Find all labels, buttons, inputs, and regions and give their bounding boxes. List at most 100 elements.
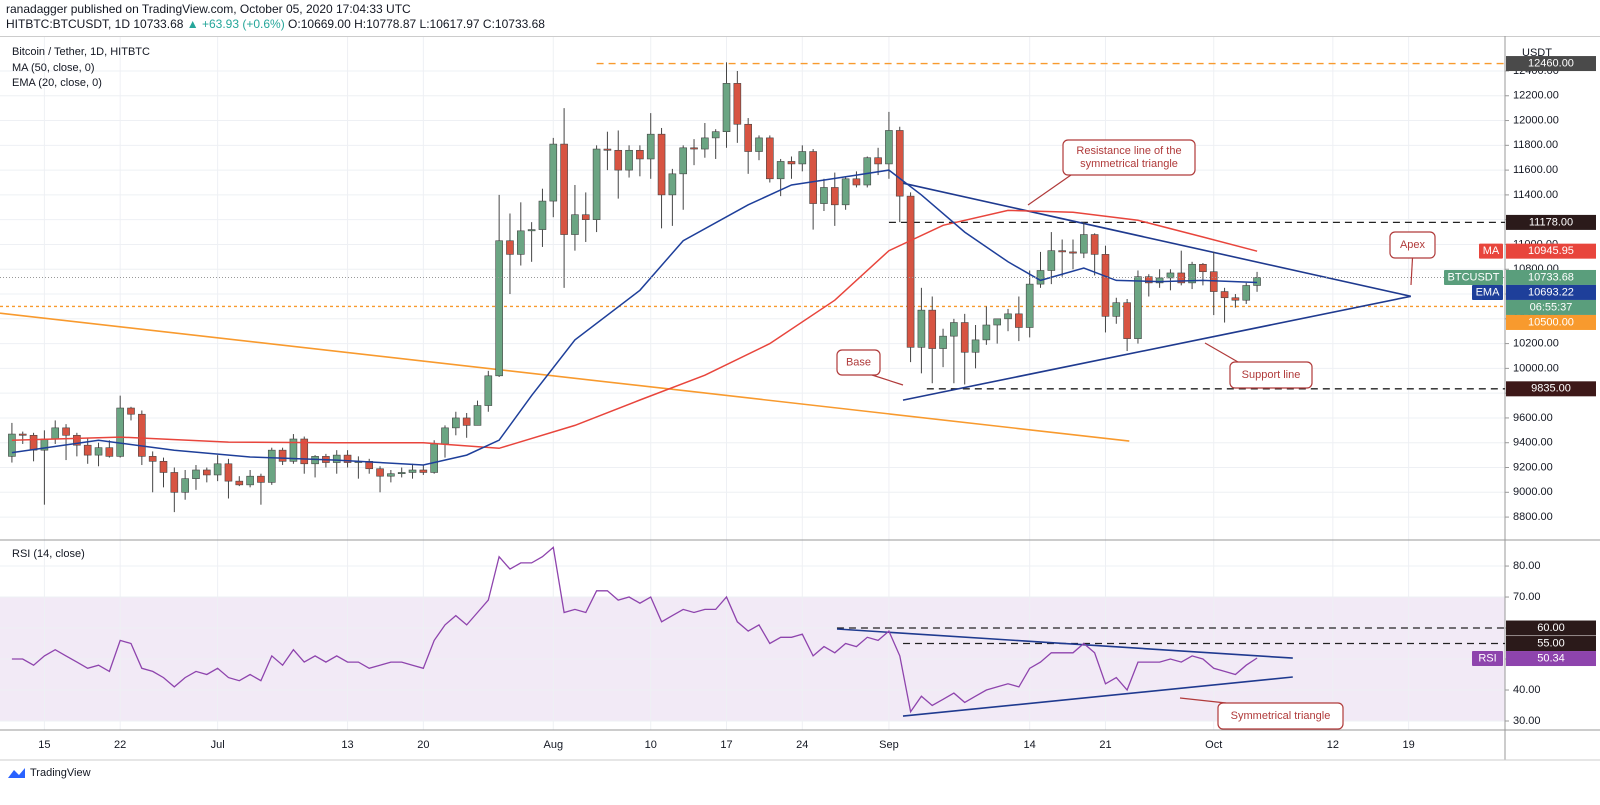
candle-body — [473, 405, 482, 426]
trend-line — [902, 676, 1293, 717]
candle-body — [841, 178, 850, 206]
candle-body — [917, 309, 926, 348]
candle-body — [733, 83, 742, 125]
y-tick-label: 9400.00 — [1513, 437, 1553, 449]
price-badge — [1506, 314, 1596, 330]
candle-body — [906, 195, 915, 348]
candle-body — [343, 454, 352, 463]
candle-body — [1025, 283, 1034, 328]
callout-box — [836, 349, 881, 376]
logo: TradingView — [8, 767, 91, 779]
candle-body — [1080, 234, 1088, 254]
x-tick-label: 17 — [720, 739, 732, 751]
y-tick-label: 9000.00 — [1513, 486, 1553, 498]
candle-body — [484, 375, 493, 406]
rsi-title: RSI (14, close) — [12, 548, 85, 560]
candle-body — [94, 447, 103, 456]
candle-body — [408, 469, 417, 473]
price-badge — [1506, 381, 1596, 397]
y-tick-label: 9200.00 — [1513, 461, 1553, 473]
ohlc-high: H:10778.87 — [354, 17, 416, 31]
callout-pointer — [1027, 174, 1072, 206]
price-badge-label: 55.00 — [1537, 637, 1565, 649]
candle-body — [1231, 297, 1240, 301]
candle-body — [950, 322, 958, 337]
callout-text: Symmetrical triangle — [1231, 710, 1331, 722]
callout-box — [1389, 231, 1436, 259]
x-tick-label: Jul — [211, 739, 225, 751]
candle-body — [430, 443, 438, 473]
candle-body — [1047, 250, 1056, 271]
candle-body — [657, 133, 666, 196]
y-tick-label: 10200.00 — [1513, 337, 1559, 349]
candle-body — [1144, 276, 1153, 284]
candle-body — [679, 147, 688, 175]
indicator-line — [11, 209, 1258, 450]
candle-body — [798, 151, 807, 165]
candle-body — [170, 472, 179, 493]
candle-body — [960, 322, 969, 353]
callout-text: Support line — [1242, 369, 1301, 381]
x-tick-label: Aug — [543, 739, 563, 751]
candle-body — [1188, 263, 1196, 284]
candle-body — [235, 480, 244, 486]
x-tick-label: 21 — [1099, 739, 1111, 751]
candle-body — [495, 240, 503, 377]
badge-tag — [1472, 651, 1503, 667]
candle-body — [1155, 277, 1164, 284]
candle-body — [1112, 302, 1121, 317]
badge-tag — [1472, 284, 1503, 300]
ohlc-open: O:10669.00 — [288, 17, 351, 31]
candle-body — [874, 157, 882, 165]
price-badge-label: 11178.00 — [1529, 216, 1573, 228]
candle-body — [462, 417, 471, 426]
price-badge — [1506, 620, 1596, 636]
price-badge-label: 10500.00 — [1528, 316, 1574, 328]
currency: USDT — [1522, 47, 1552, 59]
y-tick-label: 80.00 — [1513, 560, 1541, 572]
candle-body — [830, 187, 839, 206]
indicator-line — [11, 169, 1258, 466]
candle-body — [1058, 250, 1066, 253]
candle-body — [246, 475, 254, 486]
candle-body — [993, 318, 1001, 326]
x-tick-label: 12 — [1327, 739, 1339, 751]
chart-title: Bitcoin / Tether, 1D, HITBTC — [12, 46, 150, 58]
candle-body — [138, 413, 146, 457]
candle-body — [278, 449, 287, 462]
price-badge-label: 10945.95 — [1528, 245, 1574, 257]
candle-body — [971, 339, 980, 353]
price-badge — [1506, 651, 1596, 667]
x-tick-label: 24 — [796, 739, 808, 751]
x-tick-label: 19 — [1403, 739, 1415, 751]
candle-body — [928, 309, 937, 349]
candle-body — [711, 131, 720, 139]
price-badge-label: 9835.00 — [1531, 383, 1571, 395]
price-badge-label: 10693.22 — [1528, 286, 1574, 298]
y-tick-label: 11600.00 — [1513, 164, 1558, 176]
candle-body — [885, 130, 893, 165]
callout-pointer — [1204, 342, 1239, 363]
candle-body — [148, 456, 157, 462]
candle-body — [560, 143, 568, 235]
badge-tag — [1444, 269, 1503, 285]
candle-body — [1004, 313, 1012, 320]
candle-body — [636, 149, 644, 160]
x-tick-label: 14 — [1024, 739, 1036, 751]
candle-body — [441, 427, 449, 445]
candle-body — [527, 229, 536, 232]
price-badge — [1506, 269, 1596, 285]
candle-body — [1242, 285, 1251, 301]
change: ▲ +63.93 (+0.6%) — [187, 17, 285, 31]
candle-body — [939, 335, 947, 349]
candle-body — [820, 187, 828, 204]
price-badge-label: 10733.68 — [1528, 271, 1574, 283]
price-badge-label: 60.00 — [1537, 622, 1565, 634]
callout-pointer — [871, 374, 904, 386]
candle-body — [397, 472, 406, 475]
y-tick-label: 30.00 — [1513, 715, 1541, 727]
candle-body — [516, 230, 525, 255]
candle-body — [982, 324, 991, 341]
